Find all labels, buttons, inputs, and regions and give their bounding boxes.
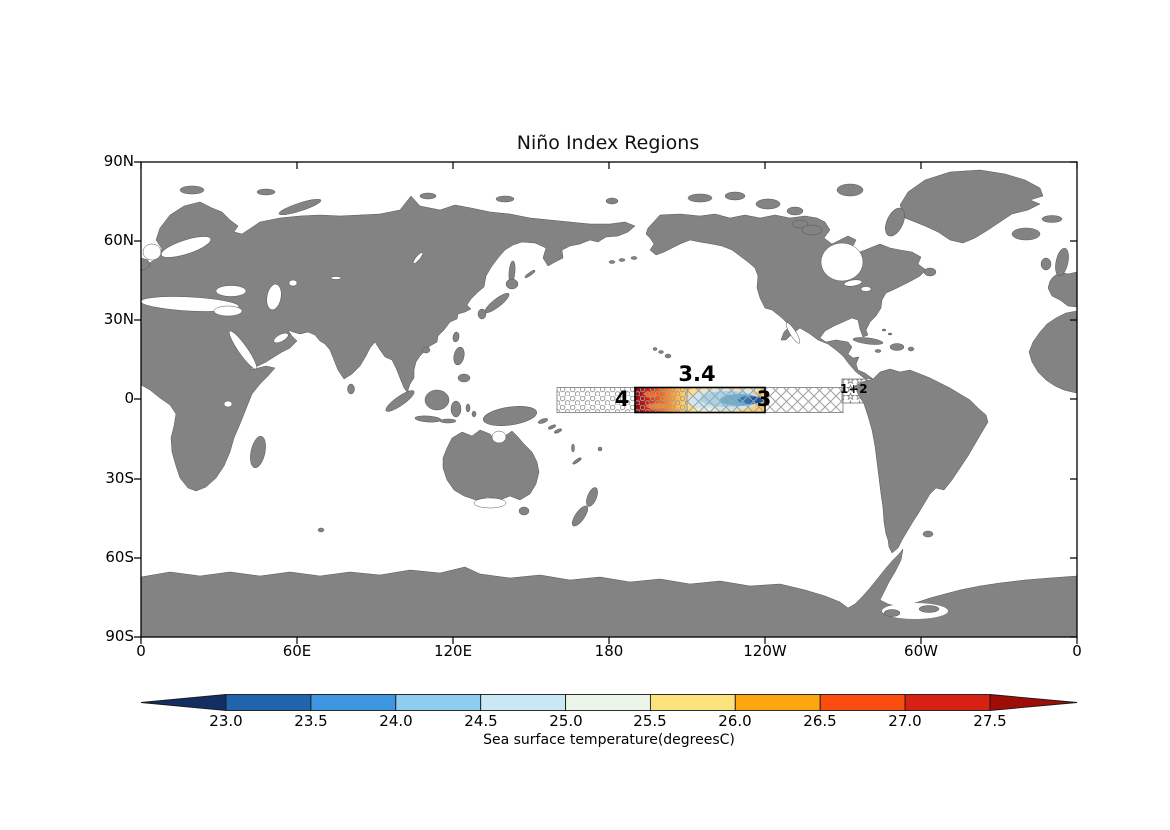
- nw-africa-edge: [1028, 310, 1078, 394]
- y-tick-label: 90N: [103, 152, 134, 170]
- x-tick-label: 60W: [904, 642, 938, 660]
- y-tick-label: 60S: [105, 548, 134, 566]
- antarctic-bay-islands: [883, 605, 940, 617]
- antarctica: [140, 548, 1078, 638]
- figure-title: Niño Index Regions: [516, 132, 700, 154]
- nino4-label: 4: [614, 387, 630, 411]
- nino3-label: 3: [756, 387, 772, 411]
- colorbar-tick-label: 23.0: [209, 712, 243, 730]
- colorbar-under-arrow: [140, 694, 227, 711]
- map-axes: [134, 161, 1078, 644]
- colorbar-tick-label: 25.0: [549, 712, 583, 730]
- colorbar-tick-label: 26.0: [718, 712, 752, 730]
- colorbar-tick-label: 24.5: [464, 712, 498, 730]
- australia: [442, 429, 540, 501]
- colorbar-tick-label: 23.5: [294, 712, 328, 730]
- islands: [179, 183, 1069, 616]
- tick-marks: [134, 161, 1078, 644]
- colorbar-tick-label: 27.0: [888, 712, 922, 730]
- colorbar-tick-label: 27.5: [973, 712, 1007, 730]
- x-tick-label: 0: [1072, 642, 1082, 660]
- x-tick-label: 120E: [433, 642, 473, 660]
- x-tick-label: 120W: [743, 642, 787, 660]
- colorbar: [140, 694, 1078, 711]
- colorbar-tick-label: 24.0: [379, 712, 413, 730]
- continents: [140, 169, 1078, 638]
- iberia-france-edge: [1047, 271, 1078, 308]
- colorbar-over-arrow: [989, 694, 1078, 711]
- colorbar-tick-label: 26.5: [803, 712, 837, 730]
- nino12-label: 1+2: [839, 382, 869, 396]
- eurasia-africa: [140, 195, 636, 492]
- nino34-box-border: [634, 386, 766, 414]
- nino4-box: [556, 387, 688, 413]
- x-tick-label: 60E: [282, 642, 312, 660]
- x-tick-label: 0: [136, 642, 146, 660]
- colorbar-axis-label: Sea surface temperature(degreesC): [483, 732, 735, 748]
- x-tick-label: 180: [594, 642, 624, 660]
- y-tick-label: 30N: [103, 310, 134, 328]
- y-tick-label: 90S: [105, 627, 134, 645]
- y-tick-label: 30S: [105, 469, 134, 487]
- y-tick-label: 0: [124, 389, 134, 407]
- y-tick-label: 60N: [103, 231, 134, 249]
- south-america: [854, 368, 989, 554]
- greenland: [899, 169, 1044, 244]
- colorbar-tick-label: 25.5: [633, 712, 667, 730]
- nino34-label: 3.4: [678, 362, 716, 386]
